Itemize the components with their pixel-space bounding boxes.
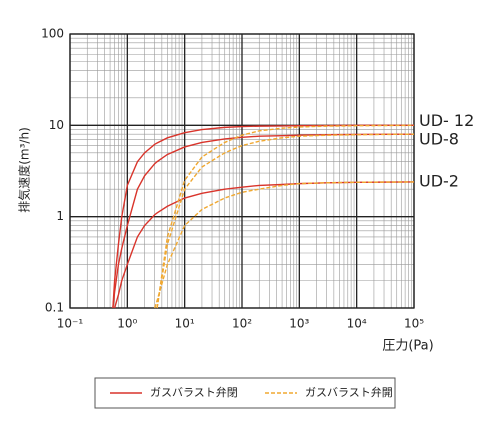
curve xyxy=(154,181,415,309)
x-tick-label: 10⁵ xyxy=(404,317,424,331)
curve-label: UD-2 xyxy=(419,171,459,190)
y-tick-label: 1 xyxy=(56,209,64,223)
curve xyxy=(112,124,414,309)
legend-box xyxy=(94,377,396,409)
x-tick-label: 10⁴ xyxy=(347,317,367,331)
legend-label: ガスバラスト弁開 xyxy=(305,385,393,399)
x-tick-label: 10⁰ xyxy=(117,317,137,331)
y-tick-label: 100 xyxy=(41,27,64,41)
x-tick-label: 10³ xyxy=(289,317,309,331)
x-tick-label: 10¹ xyxy=(175,317,195,331)
curve-label: UD- 12 xyxy=(419,111,474,130)
x-tick-label: 10⁻¹ xyxy=(57,317,84,331)
x-axis-label: 圧力(Pa) xyxy=(382,339,433,354)
x-tick-label: 10² xyxy=(232,317,252,331)
plot-frame xyxy=(69,33,415,309)
legend-label: ガスバラスト弁閉 xyxy=(150,385,238,399)
y-axis-label: 排気速度(m³/h) xyxy=(17,127,32,213)
curve-label: UD-8 xyxy=(419,130,459,149)
curve xyxy=(156,124,415,309)
y-tick-label: 10 xyxy=(49,118,64,132)
curve xyxy=(156,133,415,309)
y-tick-label: 0.1 xyxy=(45,301,64,315)
curve xyxy=(112,133,415,309)
